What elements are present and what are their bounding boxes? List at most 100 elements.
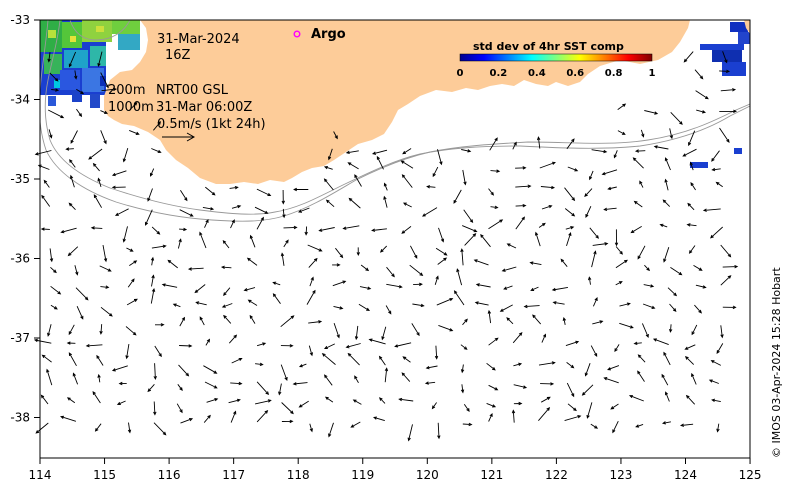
current-vector: [720, 244, 732, 258]
current-vector: [403, 202, 412, 208]
current-vector: [293, 187, 309, 192]
current-vector: [249, 234, 256, 248]
current-vector: [111, 365, 128, 372]
current-vector: [640, 129, 645, 138]
current-vector: [40, 227, 50, 231]
longitude-axis: 114 115 116 117 118 119 120 121 122 123 124 125: [29, 458, 762, 482]
current-vector: [154, 323, 165, 327]
current-vector: [407, 424, 413, 442]
current-vector: [664, 391, 670, 402]
lon-tick-label: 123: [609, 468, 632, 482]
current-vector: [474, 301, 489, 306]
current-vector: [153, 401, 157, 416]
current-vector: [129, 260, 138, 266]
current-vector: [122, 147, 129, 163]
current-vector: [220, 265, 232, 269]
current-vector: [586, 402, 593, 419]
current-vector: [333, 131, 338, 140]
current-vector: [323, 165, 333, 170]
current-vector: [460, 364, 465, 374]
current-vector: [50, 266, 57, 274]
colorbar-gradient: [459, 53, 653, 62]
current-vector: [488, 384, 499, 391]
current-vector: [384, 367, 389, 383]
current-vector: [199, 231, 207, 249]
current-vector: [348, 197, 361, 209]
lon-tick-label: 117: [222, 468, 245, 482]
current-vector: [488, 188, 495, 196]
current-vector: [460, 384, 465, 394]
current-vector: [435, 247, 448, 256]
current-vector: [306, 289, 316, 305]
current-vector: [669, 303, 677, 312]
current-vector: [663, 247, 670, 263]
current-vector: [360, 264, 370, 272]
current-vector: [223, 287, 231, 296]
current-vector: [231, 357, 243, 364]
current-vector: [685, 394, 696, 405]
current-vector: [151, 226, 161, 235]
current-vector: [359, 286, 372, 290]
current-vector: [111, 170, 127, 177]
current-vector: [639, 180, 644, 188]
current-vector: [424, 381, 436, 385]
current-vector: [129, 129, 140, 135]
lon-tick-label: 121: [480, 468, 503, 482]
current-vector: [147, 188, 153, 202]
current-vector: [179, 344, 193, 348]
current-vector: [601, 169, 618, 176]
current-vector: [540, 382, 555, 386]
current-vector: [256, 381, 270, 396]
current-vector: [401, 372, 411, 382]
current-vector: [641, 323, 649, 338]
current-vector: [47, 324, 52, 337]
current-vector: [464, 233, 477, 246]
current-vector: [637, 354, 646, 363]
current-vector: [607, 186, 617, 191]
lat-tick-label: -37: [10, 331, 30, 345]
current-vector: [100, 72, 109, 89]
current-vector: [304, 226, 308, 236]
current-vector: [541, 333, 547, 343]
current-vector: [272, 293, 281, 304]
current-vector: [354, 325, 359, 341]
colorbar-tick-label: 0.8: [605, 68, 623, 79]
current-vector: [719, 109, 738, 114]
current-vector: [332, 280, 347, 287]
current-vector: [628, 394, 644, 402]
contour-label-1000: 1000m: [108, 100, 154, 115]
current-vector: [635, 423, 644, 428]
current-vector: [506, 243, 517, 249]
current-vector: [74, 265, 79, 276]
current-vector: [199, 316, 205, 326]
current-vector: [94, 423, 102, 432]
latitude-axis: -33 -34 -35 -36 -37 -38: [10, 13, 40, 425]
colorbar-tick-label: 0.6: [566, 68, 584, 79]
current-vector: [720, 88, 737, 92]
current-vector: [453, 290, 465, 306]
current-vector: [431, 402, 437, 410]
current-vector: [46, 368, 53, 386]
current-vector: [402, 148, 412, 155]
current-vector: [40, 394, 49, 405]
current-vector: [371, 149, 388, 155]
current-vector: [278, 383, 282, 396]
current-vector: [67, 246, 79, 257]
current-vector: [194, 284, 206, 294]
lat-tick-label: -33: [10, 13, 30, 27]
current-vector: [125, 326, 137, 336]
current-vector: [462, 169, 467, 186]
current-vector: [589, 170, 594, 181]
current-vector: [661, 421, 671, 425]
current-vector: [69, 159, 76, 168]
current-vector: [684, 344, 696, 350]
current-vector: [230, 410, 237, 423]
current-vector: [615, 246, 623, 255]
current-vector: [345, 343, 361, 349]
current-vector: [246, 257, 258, 266]
current-vector: [506, 317, 514, 325]
current-vector: [68, 352, 77, 367]
current-vector: [116, 400, 126, 405]
current-vector: [696, 109, 707, 114]
